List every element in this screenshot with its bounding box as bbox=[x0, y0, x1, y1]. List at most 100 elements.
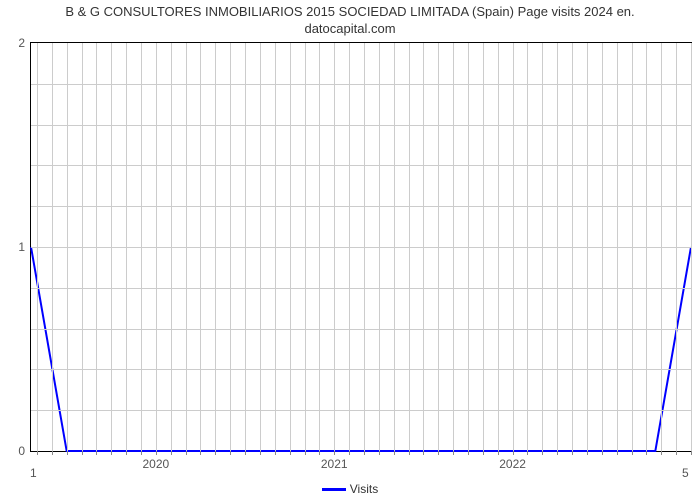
bottom-left-corner-label: 1 bbox=[30, 466, 37, 480]
x-minor-tick bbox=[394, 451, 395, 455]
gridline-vertical bbox=[438, 43, 439, 451]
gridline-vertical bbox=[409, 43, 410, 451]
x-minor-tick bbox=[156, 451, 157, 455]
x-minor-tick bbox=[200, 451, 201, 455]
x-minor-tick bbox=[617, 451, 618, 455]
x-minor-tick bbox=[468, 451, 469, 455]
x-minor-tick bbox=[171, 451, 172, 455]
x-minor-tick bbox=[572, 451, 573, 455]
x-minor-tick bbox=[126, 451, 127, 455]
chart-title-line2: datocapital.com bbox=[304, 21, 395, 36]
gridline-horizontal bbox=[31, 410, 691, 411]
gridline-vertical bbox=[587, 43, 588, 451]
gridline-vertical bbox=[126, 43, 127, 451]
x-minor-tick bbox=[275, 451, 276, 455]
x-minor-tick bbox=[498, 451, 499, 455]
x-minor-tick bbox=[602, 451, 603, 455]
gridline-vertical bbox=[171, 43, 172, 451]
gridline-vertical bbox=[96, 43, 97, 451]
x-tick-label: 2020 bbox=[143, 457, 170, 471]
y-tick-label: 0 bbox=[18, 444, 25, 458]
gridline-vertical bbox=[37, 43, 38, 451]
x-minor-tick bbox=[379, 451, 380, 455]
x-minor-tick bbox=[364, 451, 365, 455]
gridline-vertical bbox=[557, 43, 558, 451]
gridline-vertical bbox=[423, 43, 424, 451]
x-minor-tick bbox=[96, 451, 97, 455]
x-minor-tick bbox=[646, 451, 647, 455]
x-minor-tick bbox=[453, 451, 454, 455]
gridline-vertical bbox=[82, 43, 83, 451]
x-minor-tick bbox=[111, 451, 112, 455]
gridline-vertical bbox=[513, 43, 514, 451]
gridline-vertical bbox=[453, 43, 454, 451]
gridline-vertical bbox=[186, 43, 187, 451]
gridline-vertical bbox=[483, 43, 484, 451]
legend: Visits bbox=[0, 482, 700, 496]
x-minor-tick bbox=[527, 451, 528, 455]
x-minor-tick bbox=[260, 451, 261, 455]
gridline-vertical bbox=[67, 43, 68, 451]
visits-line bbox=[31, 247, 691, 451]
gridline-vertical bbox=[52, 43, 53, 451]
gridline-vertical bbox=[349, 43, 350, 451]
x-minor-tick bbox=[215, 451, 216, 455]
gridline-vertical bbox=[394, 43, 395, 451]
gridline-vertical bbox=[468, 43, 469, 451]
x-minor-tick bbox=[305, 451, 306, 455]
y-tick-label: 1 bbox=[18, 240, 25, 254]
gridline-vertical bbox=[334, 43, 335, 451]
gridline-vertical bbox=[632, 43, 633, 451]
x-minor-tick bbox=[691, 451, 692, 455]
x-minor-tick bbox=[334, 451, 335, 455]
x-minor-tick bbox=[290, 451, 291, 455]
gridline-vertical bbox=[319, 43, 320, 451]
x-minor-tick bbox=[67, 451, 68, 455]
x-minor-tick bbox=[661, 451, 662, 455]
legend-label: Visits bbox=[350, 482, 378, 496]
bottom-right-corner-label: 5 bbox=[682, 466, 689, 480]
gridline-vertical bbox=[379, 43, 380, 451]
x-minor-tick bbox=[557, 451, 558, 455]
gridline-vertical bbox=[200, 43, 201, 451]
gridline-vertical bbox=[661, 43, 662, 451]
y-tick-label: 2 bbox=[18, 36, 25, 50]
x-minor-tick bbox=[542, 451, 543, 455]
gridline-vertical bbox=[542, 43, 543, 451]
gridline-vertical bbox=[646, 43, 647, 451]
gridline-vertical bbox=[364, 43, 365, 451]
gridline-vertical bbox=[215, 43, 216, 451]
x-minor-tick bbox=[423, 451, 424, 455]
gridline-vertical bbox=[245, 43, 246, 451]
x-minor-tick bbox=[483, 451, 484, 455]
gridline-vertical bbox=[260, 43, 261, 451]
gridline-vertical bbox=[275, 43, 276, 451]
x-minor-tick bbox=[319, 451, 320, 455]
x-minor-tick bbox=[37, 451, 38, 455]
gridline-vertical bbox=[691, 43, 692, 451]
gridline-vertical bbox=[290, 43, 291, 451]
gridline-vertical bbox=[602, 43, 603, 451]
plot-area: 012202020212022 bbox=[30, 42, 692, 452]
x-minor-tick bbox=[82, 451, 83, 455]
gridline-vertical bbox=[617, 43, 618, 451]
gridline-horizontal bbox=[31, 329, 691, 330]
x-minor-tick bbox=[676, 451, 677, 455]
gridline-vertical bbox=[111, 43, 112, 451]
x-minor-tick bbox=[513, 451, 514, 455]
x-minor-tick bbox=[632, 451, 633, 455]
gridline-vertical bbox=[676, 43, 677, 451]
x-tick-label: 2022 bbox=[499, 457, 526, 471]
legend-swatch bbox=[322, 488, 346, 491]
x-minor-tick bbox=[186, 451, 187, 455]
gridline-horizontal bbox=[31, 247, 691, 248]
chart-title-line1: B & G CONSULTORES INMOBILIARIOS 2015 SOC… bbox=[65, 4, 634, 19]
x-minor-tick bbox=[349, 451, 350, 455]
x-minor-tick bbox=[52, 451, 53, 455]
gridline-horizontal bbox=[31, 206, 691, 207]
x-minor-tick bbox=[587, 451, 588, 455]
gridline-horizontal bbox=[31, 165, 691, 166]
gridline-vertical bbox=[572, 43, 573, 451]
gridline-vertical bbox=[141, 43, 142, 451]
x-minor-tick bbox=[245, 451, 246, 455]
